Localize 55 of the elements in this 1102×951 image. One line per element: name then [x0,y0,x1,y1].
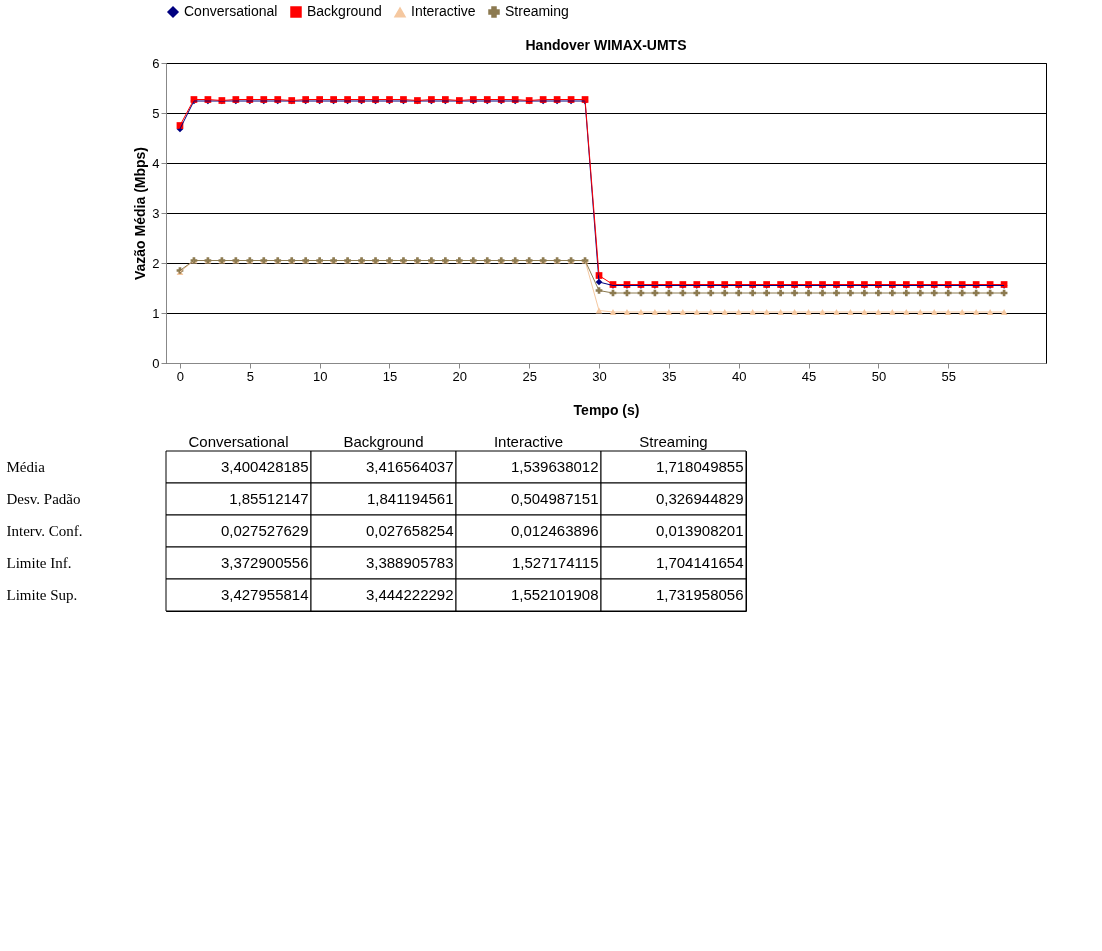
text: 3,388905783 [365,554,454,571]
category-label: Background [343,432,424,450]
text: 1,841194561 [367,490,454,507]
y-tick-label: 0 [152,355,160,371]
x-tick-label: 0 [176,368,185,384]
x-tick-label: 50 [871,368,887,384]
legend-label: Streaming [505,3,569,19]
legend-label: Interactive [411,3,476,20]
category-label: Conversational [188,432,289,450]
y-tick-label: 6 [152,55,160,71]
legend-label: Conversational [184,3,278,19]
category-label: Streaming [639,432,708,450]
category-label: Limite Inf. [6,555,72,571]
text: 1,527174115 [512,554,599,571]
x-tick-label: 25 [522,368,537,384]
text: 0,027658254 [365,522,454,539]
text: 1,718049855 [655,458,744,475]
y-tick-label: 4 [152,155,160,171]
x-axis-title: Tempo (s) [573,401,640,418]
category-label: Média [6,459,45,475]
x-tick-label: 40 [731,368,747,384]
text: 0,012463896 [510,522,599,539]
text: 1,552101908 [510,586,599,603]
y-tick-label: 3 [152,205,160,221]
text: 1,731958056 [655,586,744,603]
y-tick-label: 2 [152,255,160,271]
text: 1,85512147 [229,490,309,507]
text: 0,504987151 [510,490,599,507]
text: 0,013908201 [655,522,744,539]
category-label: Interv. Conf. [6,523,83,539]
x-tick-label: 15 [382,368,398,384]
x-tick-label: 20 [452,368,468,384]
text: 3,444222292 [365,586,454,603]
text: 1,704141654 [655,554,744,571]
x-tick-label: 55 [941,368,956,384]
y-tick-label: 1 [152,305,160,321]
legend-label: Background [307,3,382,19]
category-label: Interactive [493,432,564,450]
text: 1,539638012 [510,458,599,475]
x-tick-label: 45 [801,368,817,384]
x-tick-label: 35 [662,368,677,384]
y-tick-label: 5 [152,105,160,121]
x-tick-label: 10 [312,368,328,384]
category-label: Desv. Padão [6,491,81,507]
text: 3,372900556 [220,554,309,571]
y-axis-title: Vazão Média (Mbps) [132,146,149,281]
x-tick-label: 30 [592,368,607,384]
text: 0,027527629 [220,522,309,539]
chart-title: Handover WIMAX-UMTS [525,37,687,53]
text: 3,427955814 [220,586,309,603]
text: 3,400428185 [220,458,309,475]
text: 3,416564037 [365,458,454,475]
x-tick-label: 5 [246,368,254,384]
category-label: Limite Sup. [6,587,78,603]
text: 0,326944829 [655,490,744,507]
